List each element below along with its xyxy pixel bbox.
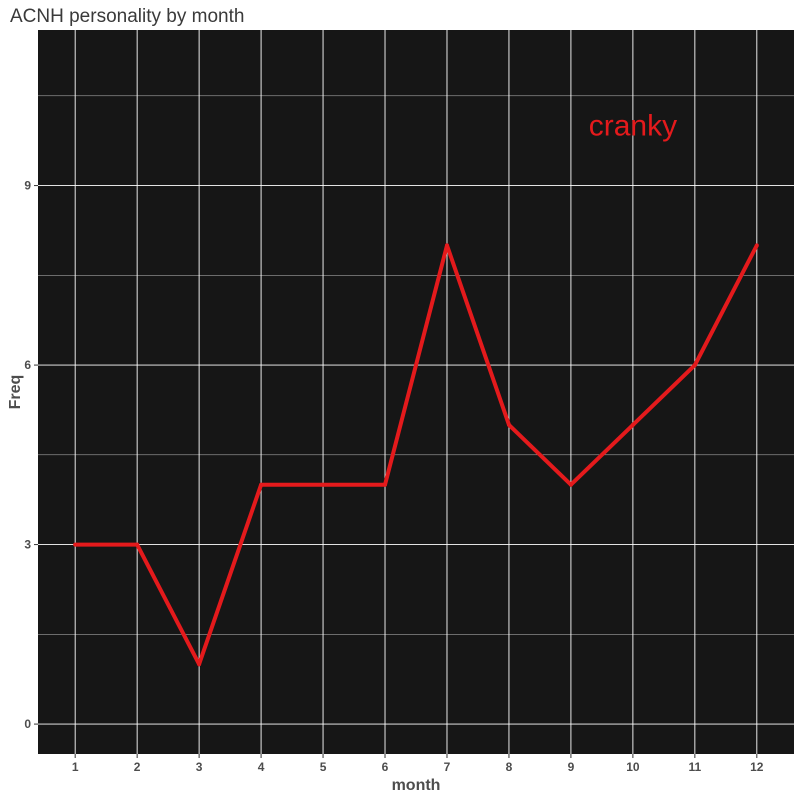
annotation-layer: cranky [589, 110, 677, 143]
data-point [383, 482, 388, 487]
y-tick-label: 0 [24, 717, 31, 731]
x-tick-label: 5 [320, 760, 327, 774]
x-tick-label: 2 [134, 760, 141, 774]
data-point [73, 542, 78, 547]
data-point [321, 482, 326, 487]
y-axis-label: Freq [7, 375, 24, 410]
x-tick-label: 10 [626, 760, 640, 774]
y-tick-label: 6 [24, 358, 31, 372]
data-point [506, 422, 511, 427]
x-tick-label: 9 [568, 760, 575, 774]
x-tick-label: 3 [196, 760, 203, 774]
chart-title: ACNH personality by month [10, 6, 244, 27]
x-tick-label: 7 [444, 760, 451, 774]
x-tick-label: 11 [689, 760, 702, 774]
grid-major [38, 30, 794, 754]
data-point [197, 662, 202, 667]
y-axis-ticks: 0 3 6 9 [24, 179, 38, 731]
plot-panel [38, 30, 794, 754]
data-point [754, 243, 759, 248]
data-point [444, 243, 449, 248]
x-tick-label: 1 [72, 760, 79, 774]
x-tick-label: 12 [750, 760, 764, 774]
x-axis-label: month [392, 777, 441, 794]
x-tick-label: 8 [506, 760, 513, 774]
data-point [568, 482, 573, 487]
grid-minor [38, 95, 794, 635]
data-point [135, 542, 140, 547]
data-point [259, 482, 264, 487]
data-point [692, 363, 697, 368]
series-layer [73, 243, 759, 667]
y-tick-label: 9 [24, 179, 31, 193]
y-tick-label: 3 [24, 538, 31, 552]
x-tick-label: 6 [382, 760, 389, 774]
x-tick-label: 4 [258, 760, 265, 774]
annotation-text: cranky [589, 110, 677, 143]
series-line [75, 243, 759, 667]
data-point [630, 422, 635, 427]
x-axis-ticks: 1 2 3 4 5 6 7 8 9 10 11 12 [72, 754, 764, 774]
